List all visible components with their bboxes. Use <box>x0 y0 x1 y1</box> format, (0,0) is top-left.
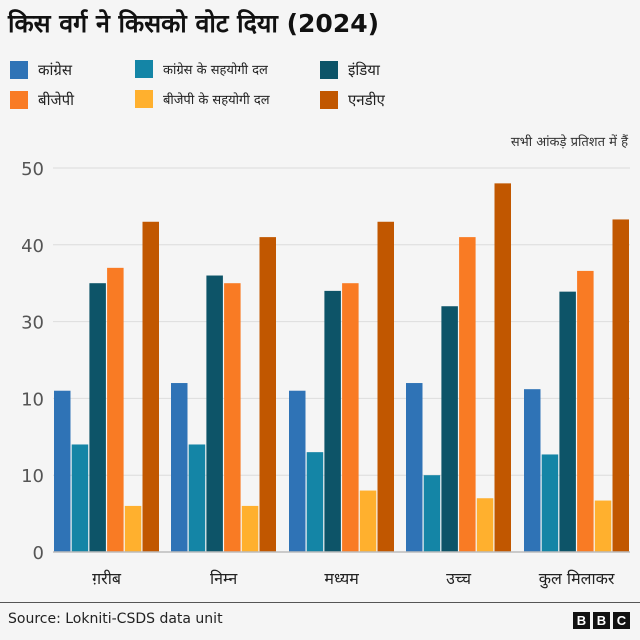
y-tick-label: 30 <box>21 313 44 334</box>
legend-item: बीजेपी के सहयोगी दल <box>135 90 270 108</box>
bar <box>306 452 324 552</box>
bar <box>476 498 494 552</box>
bar <box>494 183 511 553</box>
bar <box>54 390 71 552</box>
bar <box>577 270 594 552</box>
y-tick-label: 10 <box>21 466 44 487</box>
y-tick-label: 40 <box>21 236 44 257</box>
bar <box>377 221 394 552</box>
legend-item: बीजेपी <box>10 90 74 110</box>
bar-chart: 0 10 10 30 40 50 ग़रीब निम्न मध्यम उच्च कुल मिलाकर <box>21 159 630 589</box>
bar <box>459 237 476 552</box>
y-tick-label: 10 <box>21 389 44 410</box>
legend-label: बीजेपी के सहयोगी दल <box>163 93 270 108</box>
bar <box>612 219 629 552</box>
legend-item: इंडिया <box>320 60 380 80</box>
bar <box>224 283 241 552</box>
x-tick-label: मध्यम <box>324 569 359 588</box>
bar <box>359 490 377 552</box>
x-tick-label: निम्न <box>210 569 238 588</box>
bar <box>241 505 259 552</box>
bar <box>541 454 559 552</box>
legend-swatch <box>10 91 28 109</box>
bar <box>441 306 458 552</box>
x-tick-label: कुल मिलाकर <box>539 569 615 589</box>
legend-swatch <box>320 61 338 79</box>
legend-label: बीजेपी <box>38 91 74 109</box>
bar <box>324 290 341 552</box>
bar <box>188 444 206 552</box>
bar <box>124 505 142 552</box>
bar <box>289 390 306 552</box>
legend-label: इंडिया <box>348 61 380 79</box>
chart-title: किस वर्ग ने किसको वोट दिया (2024) <box>8 9 380 38</box>
bar <box>423 475 441 552</box>
legend-label: कांग्रेस के सहयोगी दल <box>163 63 268 78</box>
x-tick-label: उच्च <box>446 569 472 588</box>
x-tick-label: ग़रीब <box>92 569 122 588</box>
legend-label: एनडीए <box>348 91 385 109</box>
bar <box>206 275 223 552</box>
bar <box>142 221 159 552</box>
bar <box>107 267 124 552</box>
units-note: सभी आंकड़े प्रतिशत में हैं <box>510 135 628 150</box>
footer-divider <box>0 602 640 603</box>
bar <box>342 283 359 552</box>
legend-swatch <box>135 60 153 78</box>
bar <box>171 383 188 552</box>
y-tick-label: 50 <box>21 159 44 180</box>
bar <box>559 291 576 552</box>
bar <box>259 237 276 552</box>
legend-label: कांग्रेस <box>38 61 73 79</box>
legend-item: एनडीए <box>320 90 385 110</box>
legend-item: कांग्रेस के सहयोगी दल <box>135 60 268 78</box>
source-text: Source: Lokniti-CSDS data unit <box>8 611 223 627</box>
bar <box>89 283 106 552</box>
bar <box>594 500 612 552</box>
legend-item: कांग्रेस <box>10 60 72 80</box>
bar <box>71 444 89 552</box>
legend-swatch <box>135 90 153 108</box>
legend-swatch <box>320 91 338 109</box>
legend-swatch <box>10 61 28 79</box>
bar <box>524 389 541 552</box>
bar <box>406 383 423 552</box>
y-tick-label: 0 <box>33 543 44 564</box>
